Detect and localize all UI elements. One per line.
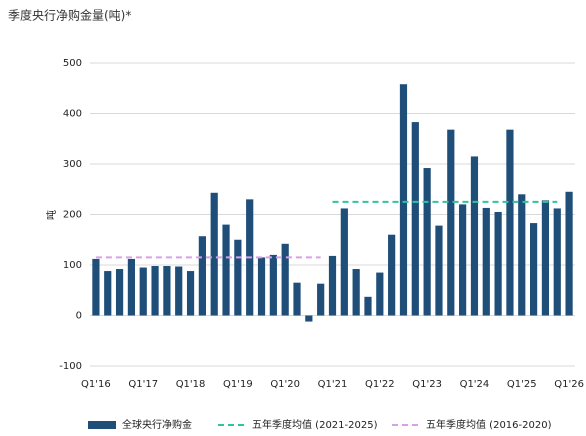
bar (506, 129, 514, 316)
legend-swatch (88, 421, 116, 429)
bar (127, 258, 136, 316)
x-tick-label: Q1'23 (412, 379, 442, 390)
x-tick-label: Q1'18 (176, 379, 206, 390)
bar (222, 224, 230, 316)
chart-title: 季度央行净购金量(吨)* (8, 8, 131, 23)
x-tick-label: Q1'21 (318, 379, 348, 390)
bar (163, 266, 171, 316)
bar (399, 84, 408, 316)
bar (364, 296, 372, 316)
x-tick-label: Q1'25 (507, 379, 537, 390)
bar (151, 266, 159, 316)
bar (104, 271, 112, 316)
x-tick-label: Q1'19 (223, 379, 253, 390)
x-tick-label: Q1'22 (365, 379, 395, 390)
bar (565, 191, 573, 316)
bar (447, 129, 455, 316)
bar (92, 258, 100, 316)
bar (541, 200, 550, 316)
y-tick-label: 400 (63, 109, 82, 120)
bar (234, 239, 242, 316)
bar (175, 266, 183, 316)
bar (257, 257, 266, 316)
bar (553, 208, 561, 316)
y-tick-label: 200 (63, 210, 82, 221)
legend-label: 五年季度均值 (2021-2025) (252, 418, 378, 431)
bar (198, 236, 206, 316)
y-tick-label: 500 (63, 58, 82, 69)
bar (328, 255, 337, 316)
y-axis-label: 吨 (45, 210, 58, 220)
x-tick-label: Q1'26 (554, 379, 584, 390)
bar (388, 234, 396, 316)
legend-label: 全球央行净购金 (122, 418, 192, 431)
y-tick-label: 300 (63, 159, 82, 170)
bar (352, 269, 360, 316)
bar (518, 194, 526, 316)
bar (210, 192, 218, 316)
x-tick-label: Q1'17 (128, 379, 158, 390)
bar (470, 156, 479, 316)
y-tick-label: 100 (63, 260, 82, 271)
bar (376, 272, 384, 316)
bar (411, 122, 419, 316)
bar (115, 269, 124, 316)
bar (529, 223, 538, 316)
y-tick-label: -100 (59, 361, 82, 372)
bar (281, 243, 289, 316)
bar (293, 282, 301, 316)
legend-label: 五年季度均值 (2016-2020) (426, 418, 552, 431)
bar (340, 208, 348, 316)
x-tick-label: Q1'24 (460, 379, 490, 390)
bar (423, 168, 431, 316)
x-tick-label: Q1'16 (81, 379, 111, 390)
y-tick-label: 0 (76, 311, 82, 322)
bar (186, 271, 195, 316)
bar (435, 225, 443, 316)
bar (482, 207, 490, 316)
bar (269, 254, 277, 316)
x-tick-label: Q1'20 (270, 379, 300, 390)
bar (317, 283, 325, 316)
bar (459, 204, 467, 316)
bar (139, 267, 147, 316)
bar (305, 315, 313, 322)
bar (494, 211, 502, 316)
